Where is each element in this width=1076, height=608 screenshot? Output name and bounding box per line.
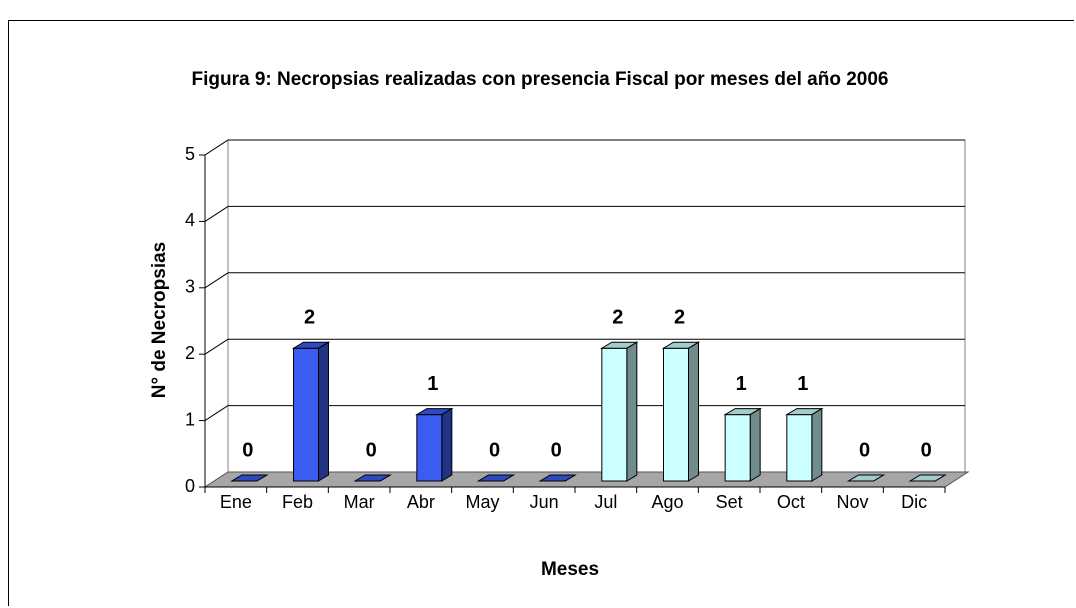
bar-face <box>230 474 269 482</box>
bar-face <box>626 341 638 482</box>
bar-face <box>785 408 824 416</box>
bar <box>230 474 269 482</box>
x-tick-label: Nov <box>836 492 868 512</box>
bar <box>415 407 454 482</box>
bar-face <box>441 407 453 482</box>
bar-face <box>724 414 751 482</box>
bar <box>785 407 824 482</box>
chart-title: Figura 9: Necropsias realizadas con pres… <box>191 69 889 90</box>
bar-face <box>661 341 701 349</box>
bar <box>538 474 577 482</box>
grid-line <box>204 139 229 156</box>
x-tick-label: Ene <box>220 492 252 512</box>
bar <box>723 407 762 482</box>
bar-face <box>415 408 454 416</box>
bar-face <box>476 474 516 482</box>
bar-face <box>318 341 329 482</box>
x-tick-label: Ago <box>651 492 683 512</box>
bar-face <box>416 414 443 482</box>
y-tick-label: 4 <box>185 210 195 230</box>
chart-frame <box>8 20 1074 606</box>
bar <box>661 341 701 482</box>
bar-face <box>600 341 639 349</box>
data-label: 2 <box>674 306 685 328</box>
x-tick-label: Set <box>716 492 743 512</box>
bar-face <box>353 474 392 482</box>
bar-face <box>846 474 886 482</box>
x-axis-label: Meses <box>541 559 599 580</box>
y-axis-label: N° de Necropsias <box>149 242 170 399</box>
data-label: 0 <box>242 439 253 461</box>
grid-line <box>204 205 229 222</box>
data-label: 2 <box>304 306 315 328</box>
grid-line <box>204 338 229 355</box>
grid-line <box>204 272 229 289</box>
bar <box>291 341 331 482</box>
data-label: 1 <box>736 373 747 395</box>
bar <box>600 341 639 482</box>
data-label: 0 <box>489 439 500 461</box>
bar-face <box>293 347 319 482</box>
y-tick-label: 2 <box>185 343 195 363</box>
data-label: 0 <box>921 439 932 461</box>
bar <box>908 474 947 482</box>
bar-face <box>688 341 699 482</box>
bar <box>353 474 392 482</box>
bar-face <box>786 414 813 482</box>
y-tick-label: 0 <box>185 476 195 496</box>
bar <box>846 474 886 482</box>
bar-face <box>291 341 331 349</box>
bar-face <box>663 347 689 482</box>
data-label: 0 <box>551 439 562 461</box>
x-tick-label: May <box>465 492 499 512</box>
x-tick-label: Mar <box>344 492 375 512</box>
bar-face <box>811 407 823 482</box>
back-wall <box>227 139 966 473</box>
x-tick-label: Oct <box>777 492 805 512</box>
y-tick-label: 5 <box>185 144 195 164</box>
x-tick-label: Dic <box>901 492 927 512</box>
x-tick-label: Abr <box>407 492 435 512</box>
bar-face <box>749 407 761 482</box>
x-tick-label: Feb <box>282 492 313 512</box>
grid-line <box>204 405 229 422</box>
data-label: 0 <box>366 439 377 461</box>
bar-face <box>908 474 947 482</box>
data-label: 1 <box>797 373 808 395</box>
side-wall <box>204 139 229 488</box>
bar-face <box>538 474 577 482</box>
y-tick-label: 1 <box>185 409 195 429</box>
bar-face <box>601 347 628 482</box>
data-label: 2 <box>612 306 623 328</box>
bar <box>476 474 516 482</box>
x-tick-label: Jun <box>530 492 559 512</box>
y-tick-label: 3 <box>185 277 195 297</box>
bar-face <box>723 408 762 416</box>
data-label: 0 <box>859 439 870 461</box>
data-label: 1 <box>427 373 438 395</box>
x-tick-label: Jul <box>594 492 617 512</box>
